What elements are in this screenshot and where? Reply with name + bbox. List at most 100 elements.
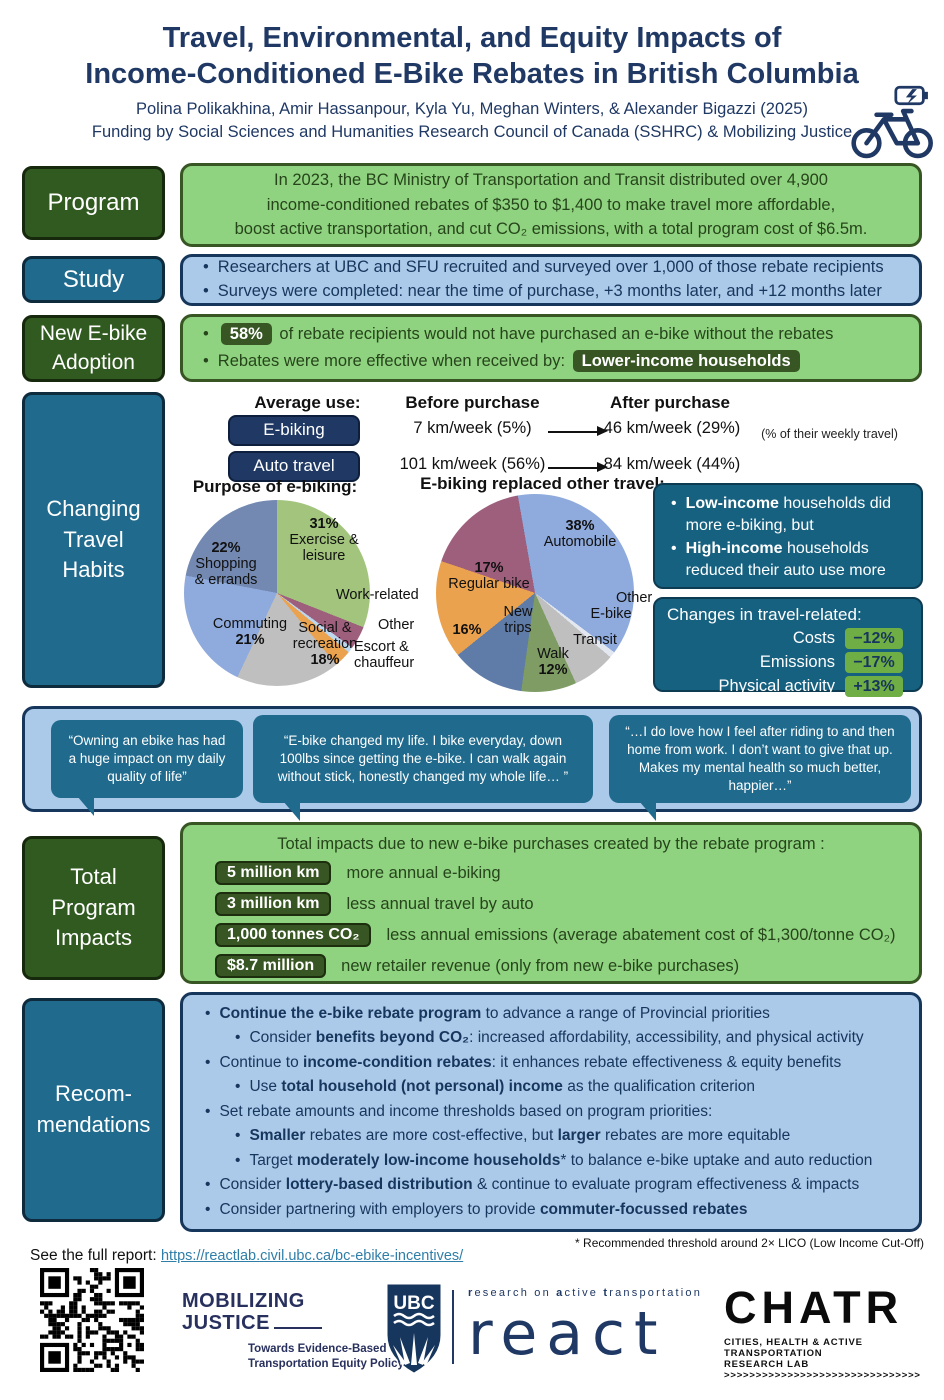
recommendations-label-line: Recom- [54, 1081, 132, 1107]
program-line: income-conditioned rebates of $350 to $1… [266, 195, 836, 214]
changes-value-badge: −17% [845, 652, 903, 673]
pie-label: 17% Regular bike [448, 560, 530, 593]
pie-label: Transit [573, 632, 617, 648]
changes-label: Physical activity [718, 677, 835, 695]
ubc-logo: UBC [384, 1283, 444, 1380]
changes-row: Emissions −17% [667, 652, 913, 673]
pie-title-purpose: Purpose of e-biking: [192, 477, 358, 496]
chatr-sub1: CITIES, HEALTH & ACTIVE TRANSPORTATION [724, 1337, 863, 1359]
funding: Funding by Social Sciences and Humanitie… [91, 123, 853, 141]
impacts-header: Total impacts due to new e-bike purchase… [277, 835, 825, 853]
section-label-habits: Changing Travel Habits [22, 392, 165, 688]
react-tagline: research on active transportation [468, 1287, 703, 1299]
adoption-bullets: • 58% of rebate recipients would not have… [180, 314, 922, 382]
quote-tail [283, 801, 300, 821]
impact-badge: 3 million km [215, 892, 332, 916]
impact-row: 3 million km less annual travel by auto [215, 892, 905, 916]
changes-value-badge: +13% [845, 676, 903, 697]
pie-label: Walk 12% [537, 646, 569, 679]
pie-label: Other [378, 617, 415, 633]
recommendations-label-line: mendations [36, 1112, 151, 1137]
after-value: 46 km/week (29%) [603, 419, 741, 437]
program-line: boost active transportation, and cut CO₂… [234, 220, 868, 239]
habits-label-line: Habits [62, 557, 125, 583]
pie-label: 16% [452, 622, 482, 638]
after-value: 84 km/week (44%) [603, 455, 741, 473]
bullet-item: • Researchers at UBC and SFU recruited an… [203, 258, 884, 277]
changes-title: Changes in travel-related: [667, 605, 862, 624]
section-label-study: Study [22, 256, 165, 303]
weekly-travel-note: (% of their weekly travel) [761, 427, 898, 441]
quote-tail [639, 801, 656, 821]
quote-bubble: “…I do love how I feel after riding to a… [609, 715, 911, 803]
pie-chart-replaced: 38% Automobile 17% Regular bike New trips … [428, 482, 720, 696]
report-line: See the full report: https://reactlab.ci… [30, 1247, 463, 1265]
impact-text: new retailer revenue (only from new e-bi… [341, 956, 740, 975]
page-title-line2: Income-Conditioned E-Bike Rebates in Bri… [85, 58, 859, 90]
react-logo: research on active transportation react [468, 1287, 702, 1369]
habits-label-line: Changing [46, 495, 141, 521]
report-link[interactable]: https://reactlab.civil.ubc.ca/bc-ebike-i… [160, 1248, 464, 1264]
mj-line1: MOBILIZING [182, 1290, 305, 1312]
pie-chart-purpose: 31% Exercise & leisure 22% Shopping & erra… [178, 490, 446, 692]
adoption-label-line: Adoption [52, 350, 135, 374]
changes-label: Costs [792, 629, 835, 647]
program-text: In 2023, the BC Ministry of Transportati… [180, 163, 922, 247]
section-label-program: Program [22, 166, 165, 240]
pie-replaced [436, 494, 634, 692]
changes-row: Costs −12% [667, 628, 913, 649]
impact-text: more annual e-biking [346, 863, 501, 882]
pie-purpose [184, 500, 370, 686]
impact-row: 5 million km more annual e-biking [215, 861, 905, 885]
avg-use-header: Average use: [254, 393, 361, 412]
bullet-item: • Continue the e-bike rebate program to a… [205, 1004, 770, 1022]
svg-text:UBC: UBC [393, 1293, 434, 1314]
impacts-label-line: Program [51, 894, 136, 920]
pie-label: E-bike [590, 606, 632, 622]
impacts-label-line: Total [70, 863, 117, 889]
section-label-adoption: New E-bike Adoption [22, 315, 165, 382]
after-header: After purchase [610, 393, 730, 412]
changes-panel: Changes in travel-related: Costs −12% Em… [653, 597, 923, 697]
before-value: 7 km/week (5%) [413, 419, 532, 437]
bullet-item: • Set rebate amounts and income threshold… [205, 1102, 713, 1120]
pie-title-replaced: E-biking replaced other travel: [420, 474, 665, 493]
pie-label: New trips [503, 604, 533, 637]
pie-label: 38% Automobile [543, 518, 617, 551]
quote-bubble: “E-bike changed my life. I bike everyday… [253, 715, 593, 803]
section-label-impacts: Total Program Impacts [22, 836, 165, 980]
bullet-item: • Use total household (not personal) inco… [235, 1078, 756, 1096]
study-bullets: • Researchers at UBC and SFU recruited an… [180, 254, 922, 306]
before-header: Before purchase [405, 393, 540, 412]
bullet-item: • Low-income households did more e-biking… [671, 495, 892, 535]
bullet-item: • Target moderately low-income households… [235, 1151, 873, 1169]
chatr-logo: CHATR CITIES, HEALTH & ACTIVE TRANSPORTA… [724, 1282, 944, 1381]
impact-badge: $8.7 million [215, 954, 327, 978]
bullet-item: • Consider benefits beyond CO₂: increased… [235, 1029, 864, 1047]
pie-label: Escort & chauffeur [354, 639, 415, 672]
arrow-icon [548, 462, 608, 472]
page-title: Travel, Environmental, and Equity Impact… [162, 22, 782, 54]
logo-divider [452, 1290, 454, 1364]
impacts-label-line: Impacts [54, 925, 133, 951]
pie-label: Social & recreation 18% [292, 620, 358, 669]
chatr-name: CHATR [724, 1282, 904, 1333]
bullet-item: • Consider partnering with employers to p… [205, 1200, 748, 1218]
pie-label: Work-related [336, 587, 419, 603]
bullet-item: • High-income households reduced their au… [671, 539, 886, 580]
impact-row: 1,000 tonnes CO₂ less annual emissions (… [215, 923, 905, 947]
pie-label: Commuting 21% [212, 616, 288, 649]
bullet-item: • Rebates were more effective when receiv… [197, 348, 905, 375]
mj-line2: JUSTICE [182, 1312, 404, 1334]
mode-pill-auto: Auto travel [228, 451, 360, 482]
impact-badge: 5 million km [215, 861, 332, 885]
mode-pill-ebiking: E-biking [228, 415, 360, 446]
e-bike-icon [850, 84, 938, 167]
impacts-box: Total impacts due to new e-bike purchase… [180, 822, 922, 984]
habits-label-line: Travel [63, 526, 124, 552]
bullet-item: • Smaller rebates are more cost-effective… [235, 1127, 791, 1145]
chatr-sub2: RESEARCH LAB >>>>>>>>>>>>>>>>>>>>>>>>>>>… [724, 1359, 921, 1381]
bullet-item: • 58% of rebate recipients would not have… [197, 321, 905, 348]
pie-label: 31% Exercise & leisure [289, 516, 359, 565]
before-value: 101 km/week (56%) [399, 455, 546, 473]
